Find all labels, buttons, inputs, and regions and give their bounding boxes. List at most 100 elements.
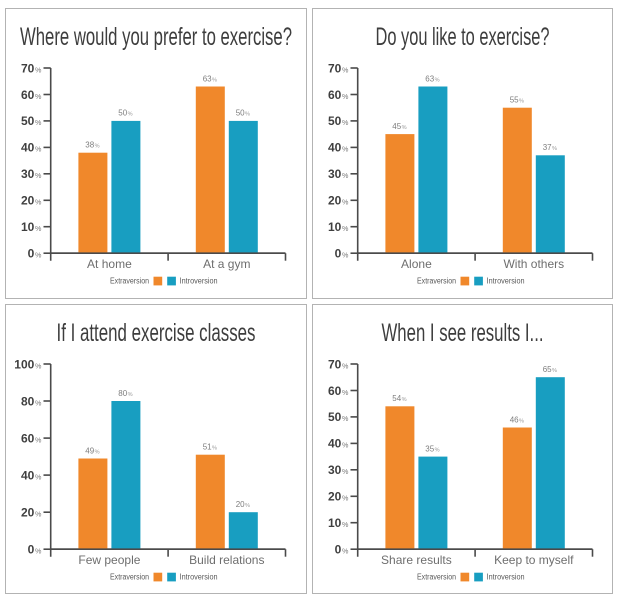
svg-text:Introversion: Introversion [180,277,218,286]
svg-text:%: % [342,171,349,180]
svg-text:10: 10 [328,516,342,530]
svg-text:%: % [245,503,250,509]
svg-text:Extraversion: Extraversion [110,277,149,286]
svg-text:%: % [342,65,349,74]
svg-text:0: 0 [28,247,35,261]
svg-text:100: 100 [14,357,34,371]
svg-text:%: % [342,224,349,233]
svg-text:%: % [342,118,349,127]
svg-text:Few people: Few people [78,553,140,567]
svg-text:%: % [435,77,440,83]
svg-text:Extraversion: Extraversion [417,277,456,286]
svg-text:%: % [35,510,42,519]
svg-text:20: 20 [236,500,245,509]
svg-text:%: % [342,467,349,476]
svg-text:%: % [342,251,349,260]
svg-text:%: % [128,392,133,398]
svg-text:%: % [35,171,42,180]
svg-text:0: 0 [28,543,35,557]
svg-text:60: 60 [21,431,35,445]
svg-text:20: 20 [21,194,35,208]
svg-text:70: 70 [328,357,342,371]
svg-text:40: 40 [328,141,342,155]
svg-text:20: 20 [328,490,342,504]
svg-text:Build relations: Build relations [189,553,264,567]
svg-text:%: % [342,388,349,397]
svg-text:%: % [552,146,557,152]
svg-text:50: 50 [118,109,127,118]
svg-text:35: 35 [425,444,434,453]
svg-text:70: 70 [328,61,342,75]
svg-text:40: 40 [21,141,35,155]
svg-text:%: % [35,361,42,370]
svg-text:%: % [342,494,349,503]
svg-text:80: 80 [118,389,127,398]
svg-text:Keep to myself: Keep to myself [494,553,574,567]
svg-text:10: 10 [21,220,35,234]
svg-text:%: % [342,414,349,423]
svg-text:%: % [95,144,100,150]
svg-text:%: % [35,251,42,260]
svg-text:Introversion: Introversion [487,573,525,582]
svg-text:At a gym: At a gym [203,257,250,271]
svg-text:%: % [212,446,217,452]
svg-text:20: 20 [328,194,342,208]
svg-text:Share results: Share results [381,553,452,567]
svg-text:%: % [342,547,349,556]
svg-text:%: % [519,99,524,105]
svg-text:30: 30 [21,167,35,181]
svg-text:Introversion: Introversion [180,573,218,582]
svg-text:%: % [519,418,524,424]
svg-text:50: 50 [328,410,342,424]
svg-text:40: 40 [21,468,35,482]
svg-text:70: 70 [21,61,35,75]
svg-text:80: 80 [21,394,35,408]
svg-text:If I attend exercise classes: If I attend exercise classes [57,319,256,347]
svg-text:38: 38 [85,141,94,150]
svg-text:54: 54 [392,394,401,403]
svg-text:65: 65 [543,365,552,374]
svg-text:%: % [35,198,42,207]
svg-text:45: 45 [392,122,401,131]
svg-text:50: 50 [328,114,342,128]
svg-text:46: 46 [510,415,519,424]
svg-text:%: % [35,435,42,444]
svg-text:%: % [435,447,440,453]
svg-text:0: 0 [335,543,342,557]
svg-text:%: % [35,398,42,407]
svg-text:Alone: Alone [401,257,432,271]
svg-text:%: % [402,125,407,131]
svg-text:When I see results I...: When I see results I... [382,319,544,347]
svg-text:50: 50 [21,114,35,128]
svg-text:40: 40 [328,437,342,451]
svg-text:37: 37 [543,143,552,152]
svg-text:%: % [342,198,349,207]
svg-text:%: % [402,397,407,403]
svg-text:%: % [35,472,42,481]
svg-text:51: 51 [203,443,212,452]
svg-text:%: % [342,361,349,370]
svg-text:%: % [95,449,100,455]
svg-text:%: % [35,92,42,101]
svg-text:%: % [35,145,42,154]
svg-text:%: % [342,92,349,101]
svg-text:%: % [35,65,42,74]
svg-text:Do you like to exercise?: Do you like to exercise? [376,23,550,51]
svg-text:%: % [342,441,349,450]
svg-text:63: 63 [425,74,434,83]
svg-text:60: 60 [21,88,35,102]
svg-text:49: 49 [85,446,94,455]
svg-text:Introversion: Introversion [487,277,525,286]
svg-text:0: 0 [335,247,342,261]
svg-text:%: % [128,112,133,118]
svg-text:%: % [35,224,42,233]
svg-text:%: % [552,368,557,374]
svg-text:30: 30 [328,463,342,477]
svg-text:With others: With others [503,257,564,271]
svg-text:10: 10 [328,220,342,234]
svg-text:%: % [245,112,250,118]
svg-text:%: % [342,520,349,529]
svg-text:50: 50 [236,109,245,118]
svg-text:At home: At home [87,257,132,271]
svg-text:55: 55 [510,96,519,105]
